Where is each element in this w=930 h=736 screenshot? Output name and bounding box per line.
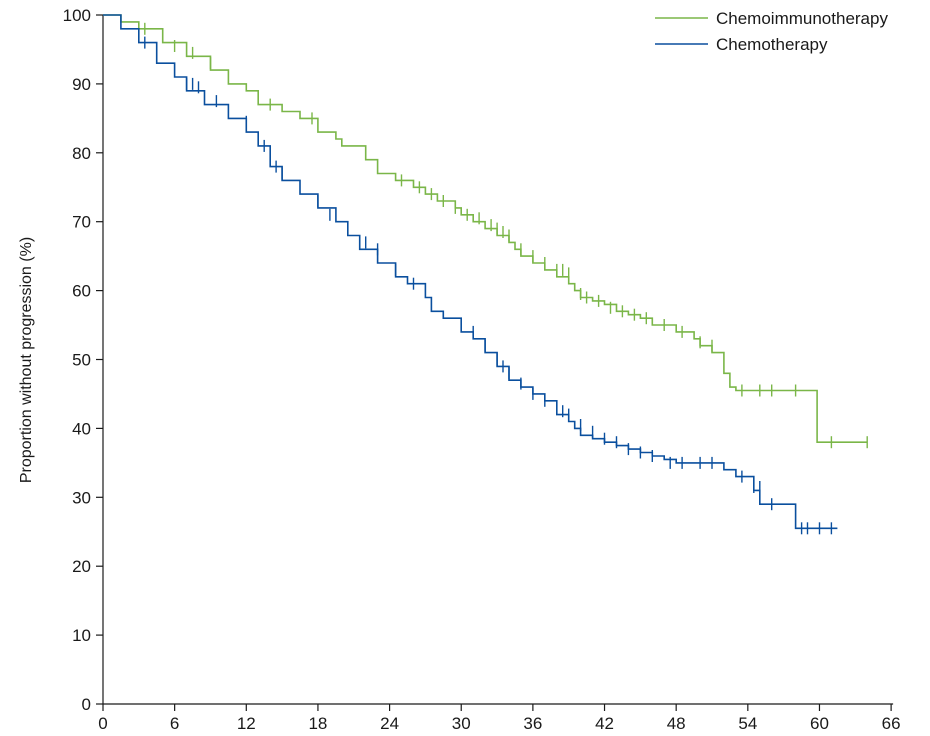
y-tick-label: 70 [72, 213, 91, 232]
x-tick-label: 42 [595, 714, 614, 733]
series-chemotherapy [103, 14, 838, 535]
x-tick-label: 18 [308, 714, 327, 733]
legend-label-chemotherapy: Chemotherapy [716, 35, 828, 54]
series-line-chemoimmunotherapy [103, 14, 868, 443]
x-tick-label: 48 [667, 714, 686, 733]
x-tick-label: 6 [170, 714, 179, 733]
y-tick-label: 20 [72, 557, 91, 576]
series-chemoimmunotherapy [103, 14, 868, 449]
series-layer [103, 14, 868, 535]
x-tick-label: 30 [452, 714, 471, 733]
legend: Chemoimmunotherapy Chemotherapy [655, 9, 888, 54]
x-tick-label: 60 [810, 714, 829, 733]
y-tick-label: 60 [72, 282, 91, 301]
y-tick-label: 100 [63, 6, 91, 25]
x-tick-label: 0 [98, 714, 107, 733]
x-tick-label: 12 [237, 714, 256, 733]
y-tick-label: 40 [72, 419, 91, 438]
y-tick-label: 30 [72, 488, 91, 507]
x-tick-label: 24 [380, 714, 399, 733]
y-tick-label: 90 [72, 75, 91, 94]
series-line-chemotherapy [103, 14, 838, 530]
x-tick-label: 66 [882, 714, 901, 733]
x-tick-label: 36 [523, 714, 542, 733]
y-tick-label: 80 [72, 144, 91, 163]
x-tick-label: 54 [738, 714, 757, 733]
y-axis-title: Proportion without progression (%) [18, 237, 35, 483]
axes: 0 10 20 30 40 50 60 70 80 90 100 0 6 12 18 24 30 36 42 48 54… [63, 6, 901, 733]
legend-label-chemoimmunotherapy: Chemoimmunotherapy [716, 9, 888, 28]
y-tick-label: 50 [72, 351, 91, 370]
y-tick-label: 0 [82, 695, 91, 714]
y-tick-label: 10 [72, 626, 91, 645]
